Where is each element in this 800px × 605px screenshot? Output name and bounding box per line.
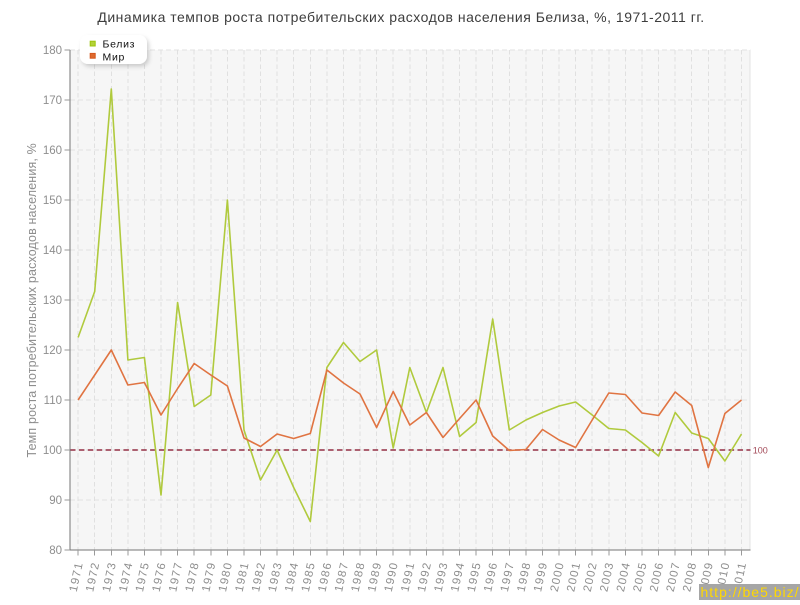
svg-text:80: 80 [49, 545, 62, 557]
svg-text:100: 100 [43, 445, 62, 457]
svg-text:http://be5.biz/: http://be5.biz/ [701, 584, 800, 600]
svg-text:120: 120 [43, 345, 62, 357]
svg-text:Мир: Мир [103, 52, 126, 64]
svg-text:170: 170 [43, 95, 62, 107]
svg-text:110: 110 [44, 395, 62, 407]
svg-text:100: 100 [753, 446, 768, 456]
svg-text:90: 90 [49, 495, 62, 507]
svg-text:150: 150 [43, 195, 62, 207]
svg-text:Темп роста потребительских рас: Темп роста потребительских расходов насе… [25, 143, 39, 457]
svg-text:180: 180 [43, 45, 62, 57]
svg-text:Динамика темпов роста потребит: Динамика темпов роста потребительских ра… [97, 9, 704, 25]
svg-text:160: 160 [43, 145, 62, 157]
svg-text:Белиз: Белиз [103, 39, 136, 51]
svg-text:140: 140 [43, 245, 62, 257]
svg-text:130: 130 [43, 295, 62, 307]
